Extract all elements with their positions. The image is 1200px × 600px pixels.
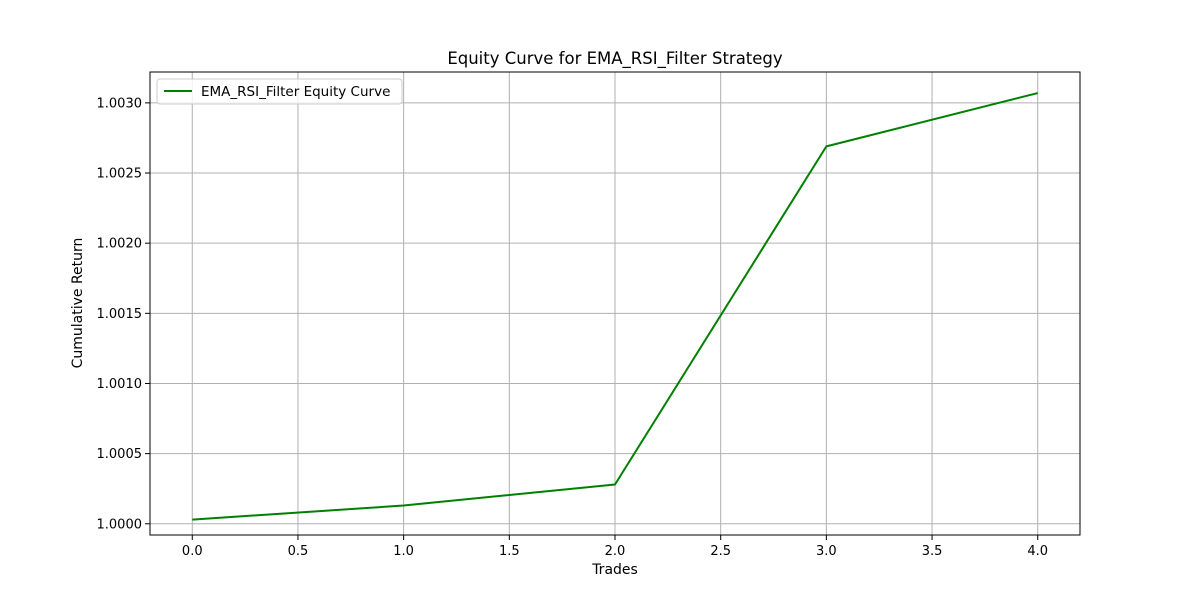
series-layer — [192, 92, 1038, 521]
legend-label: EMA_RSI_Filter Equity Curve — [201, 84, 390, 100]
y-axis-label: Cumulative Return — [70, 238, 86, 369]
x-tick-label: 3.5 — [922, 544, 943, 559]
x-tick-label: 2.5 — [710, 544, 731, 559]
y-tick-label: 1.0020 — [97, 237, 143, 252]
y-tick-label: 1.0010 — [97, 377, 143, 392]
y-tick-label: 1.0015 — [97, 307, 143, 322]
x-tick-label: 0.5 — [288, 544, 309, 559]
y-axis: 1.0000 1.0005 1.0010 1.0015 1.0020 1.0025 1.00… — [97, 96, 150, 532]
x-tick-label: 1.5 — [499, 544, 520, 559]
legend: EMA_RSI_Filter Equity Curve — [156, 78, 403, 105]
grid-layer — [150, 72, 1080, 535]
x-axis: 0.0 0.5 1.0 1.5 2.0 2.5 3.0 3.5 4.0 — [182, 535, 1048, 559]
x-axis-label: Trades — [591, 562, 638, 578]
x-tick-label: 3.0 — [816, 544, 837, 559]
y-tick-label: 1.0000 — [97, 517, 143, 532]
x-tick-label: 2.0 — [605, 544, 626, 559]
y-tick-label: 1.0025 — [97, 167, 143, 182]
y-tick-label: 1.0030 — [97, 96, 143, 111]
chart-title: Equity Curve for EMA_RSI_Filter Strategy — [447, 49, 783, 69]
x-tick-label: 4.0 — [1027, 544, 1048, 559]
x-tick-label: 1.0 — [393, 544, 414, 559]
x-tick-label: 0.0 — [182, 544, 203, 559]
legend-box — [156, 78, 403, 105]
y-tick-label: 1.0005 — [97, 447, 143, 462]
